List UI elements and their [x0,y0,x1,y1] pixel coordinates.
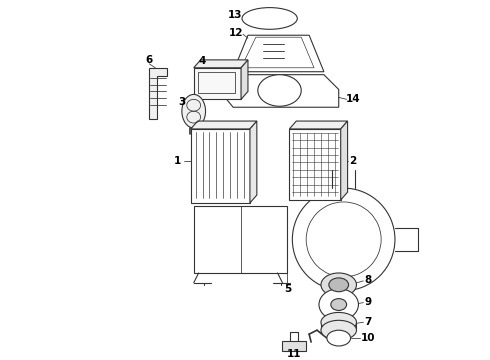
Text: 9: 9 [365,297,372,307]
Polygon shape [233,35,324,72]
Text: 3: 3 [178,97,186,107]
Polygon shape [149,68,167,119]
Text: 14: 14 [346,94,361,104]
Polygon shape [341,121,347,200]
Ellipse shape [258,75,301,106]
Text: 2: 2 [349,156,356,166]
Polygon shape [241,60,248,99]
Ellipse shape [327,330,350,346]
Ellipse shape [329,278,348,292]
Ellipse shape [242,8,297,29]
Text: 12: 12 [229,28,244,38]
Bar [191,129,250,203]
Text: 1: 1 [174,156,181,166]
Polygon shape [191,121,257,129]
Bar [283,341,306,351]
Ellipse shape [321,320,357,340]
Polygon shape [250,121,257,203]
Bar [194,206,288,273]
Ellipse shape [331,299,346,310]
Bar [197,72,235,94]
Ellipse shape [182,94,205,128]
Polygon shape [219,75,339,107]
Text: 6: 6 [146,55,153,65]
Polygon shape [290,121,347,129]
Text: 5: 5 [284,284,291,294]
Polygon shape [194,60,248,68]
Text: 11: 11 [287,349,301,359]
Ellipse shape [321,312,357,332]
Ellipse shape [319,289,359,320]
Bar [290,129,341,200]
Text: 8: 8 [365,275,372,285]
Text: 4: 4 [199,56,206,66]
Text: 13: 13 [228,10,243,21]
Bar [194,68,241,99]
Ellipse shape [321,273,357,297]
Text: 7: 7 [365,317,372,327]
Text: 10: 10 [361,333,375,343]
